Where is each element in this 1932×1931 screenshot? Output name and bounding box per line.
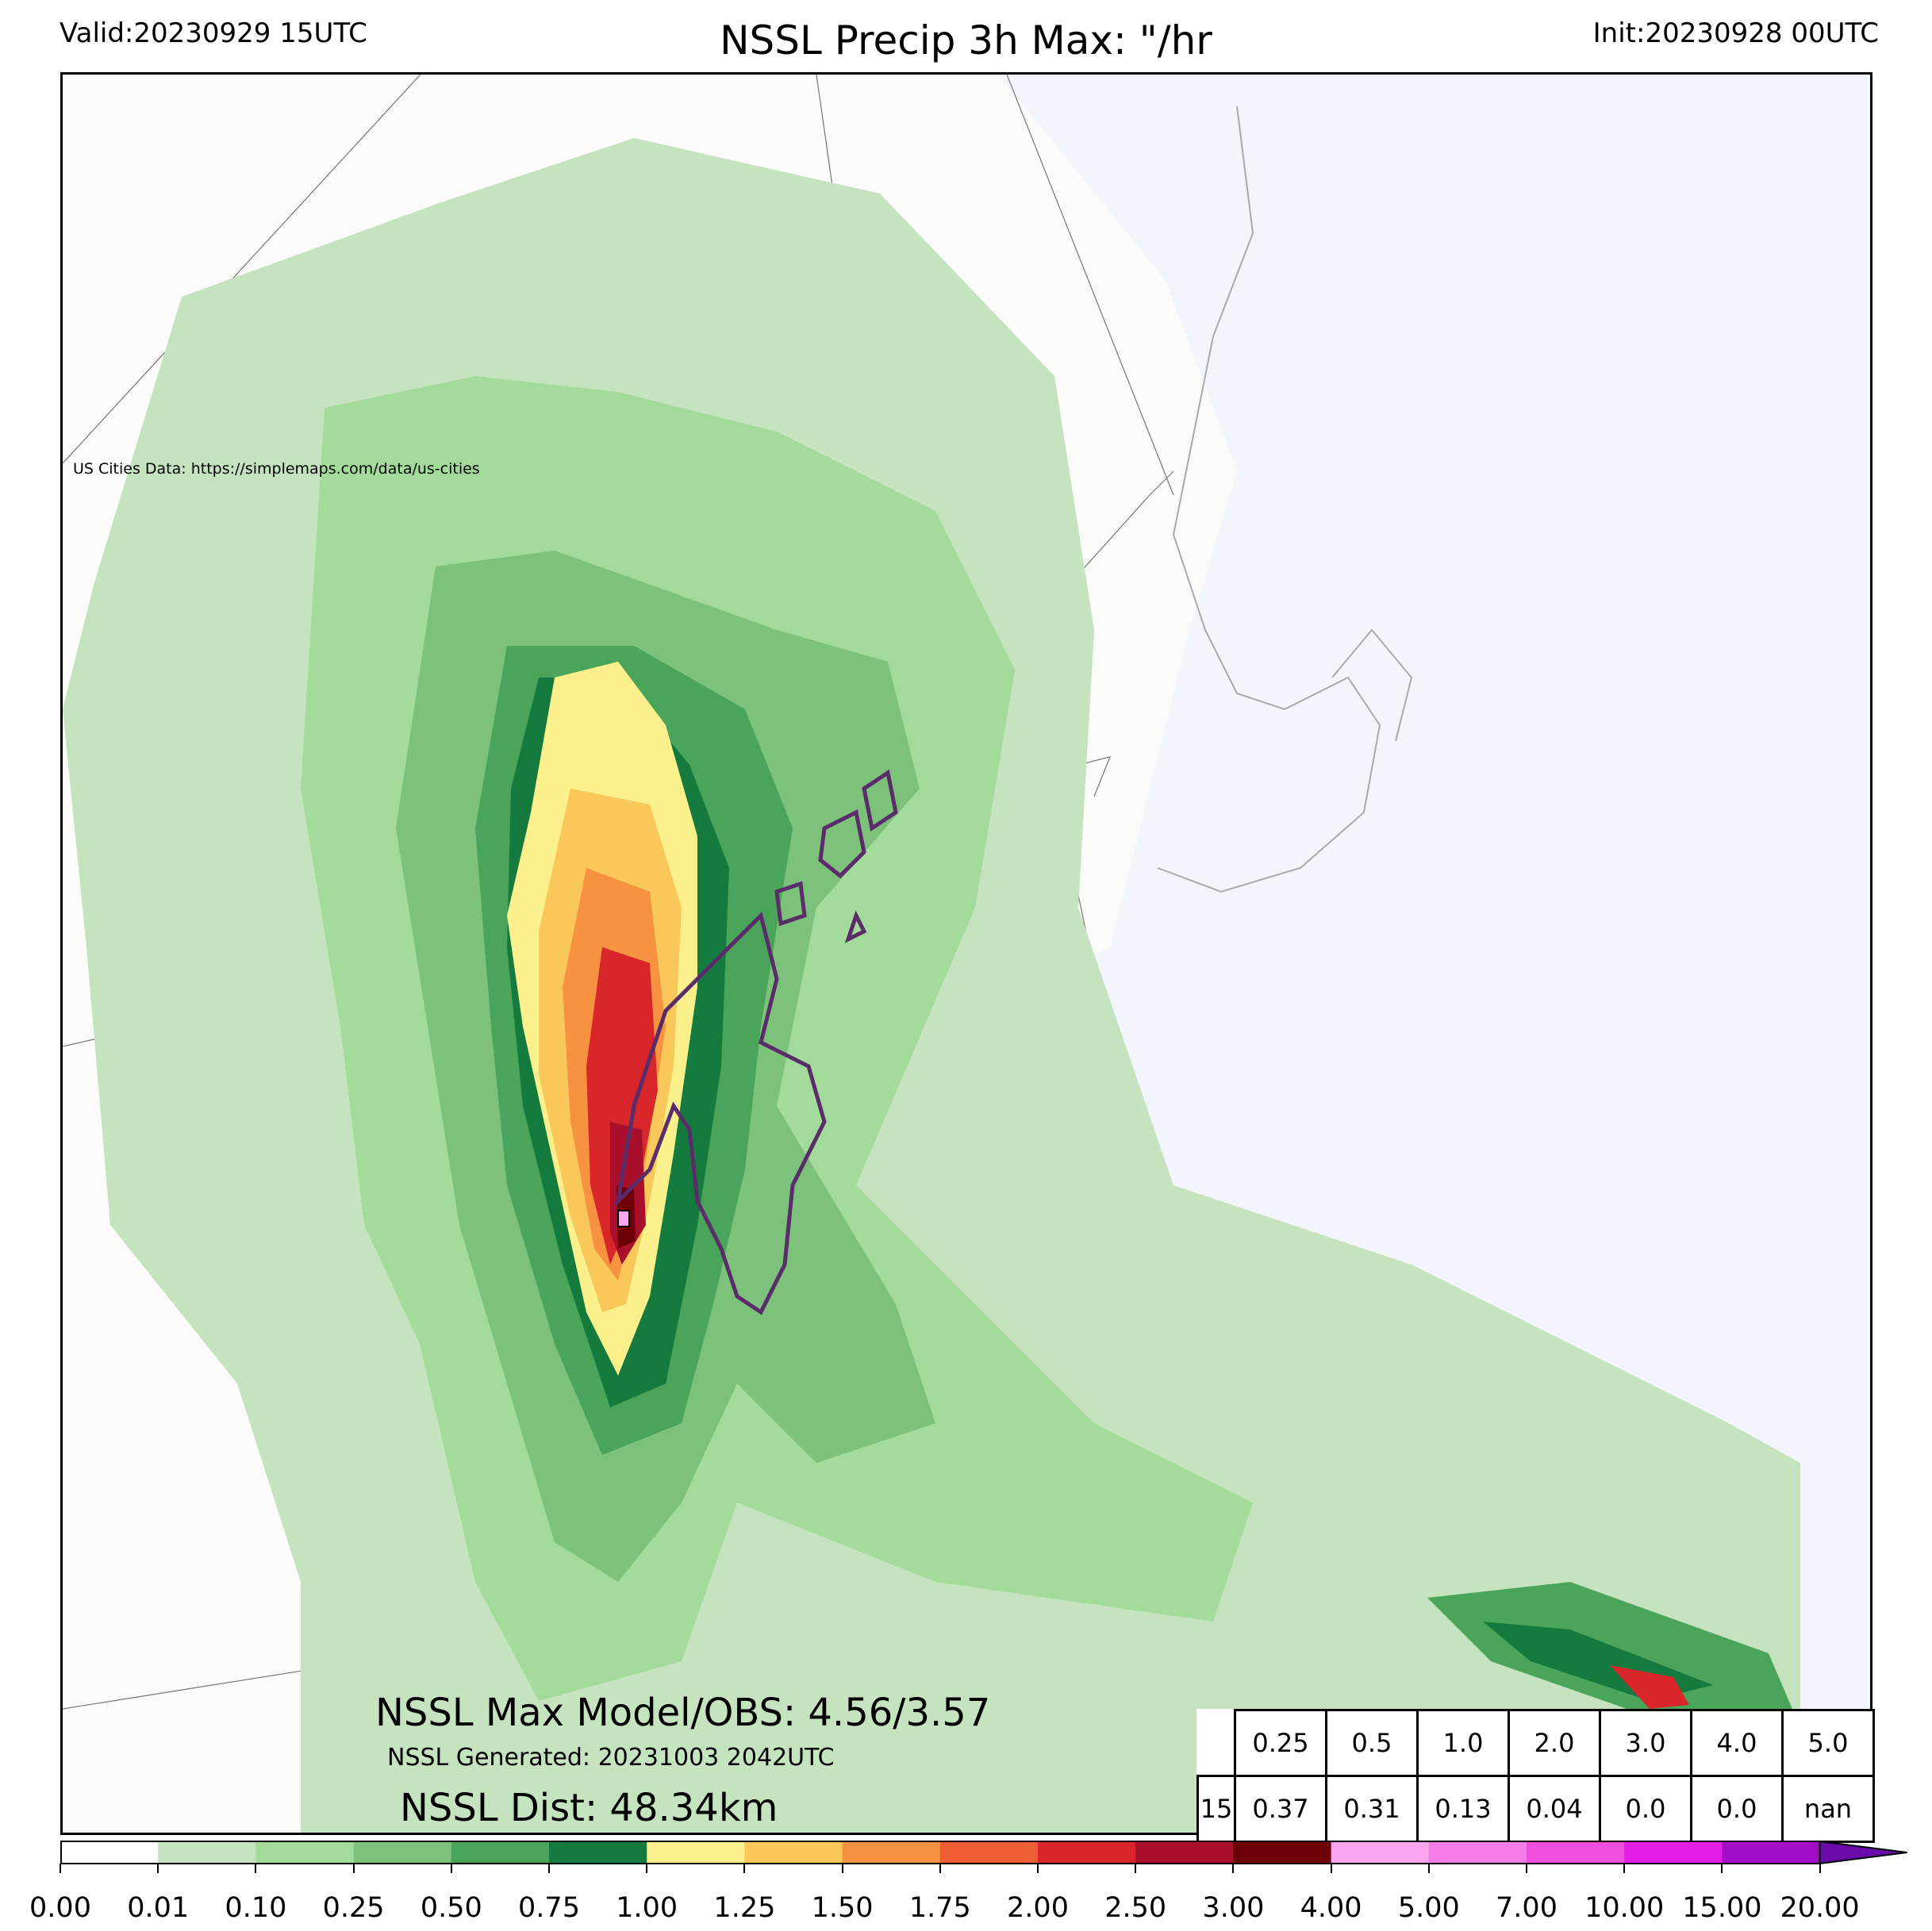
colorbar-extend-arrow: [1819, 1840, 1907, 1865]
colorbar-tick-mark: [1330, 1864, 1332, 1873]
colorbar-segment: [353, 1841, 452, 1864]
threshold-header: 2.0: [1508, 1709, 1601, 1777]
colorbar-tick-mark: [1526, 1864, 1527, 1873]
colorbar-segment: [1722, 1841, 1821, 1864]
colorbar-tick-label: 7.00: [1496, 1892, 1558, 1924]
row-label: 15: [1196, 1775, 1236, 1843]
colorbar-tick-mark: [1623, 1864, 1626, 1873]
colorbar-tick-mark: [1721, 1864, 1723, 1873]
colorbar-segment: [1428, 1841, 1527, 1864]
colorbar-tick-label: 0.01: [127, 1892, 190, 1924]
colorbar-tick-label: 5.00: [1397, 1892, 1460, 1924]
threshold-header: 5.0: [1781, 1709, 1875, 1777]
colorbar-segment: [158, 1841, 256, 1864]
colorbar-tick-label: 2.00: [1007, 1892, 1069, 1924]
colorbar-tick-mark: [939, 1864, 941, 1873]
precip-field: [63, 138, 1800, 1833]
threshold-value: 0.37: [1234, 1775, 1327, 1843]
map-canvas: [63, 75, 1870, 1833]
threshold-value: 0.0: [1599, 1775, 1692, 1843]
threshold-value: 0.13: [1416, 1775, 1510, 1843]
colorbar-tick-mark: [1819, 1864, 1821, 1873]
colorbar-tick-mark: [1427, 1864, 1430, 1873]
colorbar-segment: [842, 1841, 941, 1864]
colorbar-segment: [647, 1841, 745, 1864]
colorbar-tick-label: 3.00: [1202, 1892, 1265, 1924]
init-time: Init:20230928 00UTC: [1592, 17, 1879, 49]
colorbar-tick-mark: [255, 1864, 257, 1873]
colorbar-segment: [255, 1841, 355, 1864]
colorbar-tick-label: 0.10: [225, 1892, 287, 1924]
colorbar-tick-mark: [1037, 1864, 1039, 1873]
threshold-value: 0.04: [1508, 1775, 1601, 1843]
valid-time: Valid:20230929 15UTC: [60, 17, 367, 49]
threshold-header: 0.5: [1325, 1709, 1419, 1777]
colorbar-tick-mark: [1232, 1864, 1235, 1873]
colorbar-tick-mark: [1135, 1864, 1137, 1873]
colorbar-segment: [1331, 1841, 1430, 1864]
colorbar-tick-mark: [548, 1864, 550, 1873]
colorbar-tick-mark: [60, 1864, 61, 1873]
colorbar-tick-label: 1.25: [713, 1892, 776, 1924]
threshold-header-row: 0.25 0.5 1.0 2.0 3.0 4.0 5.0: [1198, 1709, 1875, 1777]
threshold-table: 0.25 0.5 1.0 2.0 3.0 4.0 5.0 15 0.37 0.3…: [1196, 1709, 1875, 1843]
colorbar-segment: [60, 1841, 159, 1864]
colorbar-segment: [1135, 1841, 1234, 1864]
colorbar-tick-label: 1.50: [811, 1892, 874, 1924]
colorbar-segment: [1233, 1841, 1332, 1864]
colorbar-tick-label: 20.00: [1780, 1892, 1860, 1924]
colorbar-segment: [1624, 1841, 1723, 1864]
colorbar-segment: [451, 1841, 550, 1864]
colorbar-tick-label: 0.50: [420, 1892, 482, 1924]
colorbar-tick-label: 0.75: [518, 1892, 580, 1924]
colorbar-tick-label: 0.00: [29, 1892, 91, 1924]
threshold-value: 0.0: [1690, 1775, 1784, 1843]
threshold-value: nan: [1781, 1775, 1875, 1843]
colorbar-segment: [549, 1841, 647, 1864]
colorbar-tick-mark: [646, 1864, 648, 1873]
precip-map: [60, 72, 1872, 1835]
colorbar: [60, 1840, 1907, 1865]
colorbar-tick-label: 0.25: [322, 1892, 385, 1924]
colorbar-segment: [1038, 1841, 1136, 1864]
threshold-header: 3.0: [1599, 1709, 1692, 1777]
colorbar-tick-label: 4.00: [1300, 1892, 1362, 1924]
colorbar-tick-label: 10.00: [1584, 1892, 1665, 1924]
colorbar-tick-mark: [841, 1864, 843, 1873]
threshold-value: 0.31: [1325, 1775, 1419, 1843]
threshold-value-row: 15 0.37 0.31 0.13 0.04 0.0 0.0 nan: [1196, 1775, 1875, 1843]
threshold-header: 0.25: [1234, 1709, 1327, 1777]
colorbar-tick-label: 1.00: [616, 1892, 678, 1924]
colorbar-tick-mark: [450, 1864, 452, 1873]
threshold-header: 4.0: [1690, 1709, 1784, 1777]
colorbar-tick-mark: [352, 1864, 355, 1873]
colorbar-segment: [744, 1841, 843, 1864]
colorbar-tick-label: 15.00: [1682, 1892, 1762, 1924]
coastline: [1157, 106, 1413, 893]
nssl-dist: NSSL Dist: 48.34km: [400, 1786, 778, 1830]
colorbar-segment: [1527, 1841, 1625, 1864]
map-title: NSSL Precip 3h Max: "/hr: [720, 17, 1212, 63]
colorbar-tick-label: 2.50: [1104, 1892, 1167, 1924]
max-model-obs: NSSL Max Model/OBS: 4.56/3.57: [375, 1691, 991, 1735]
generated-time: NSSL Generated: 20231003 2042UTC: [387, 1744, 835, 1772]
colorbar-tick-mark: [743, 1864, 746, 1873]
threshold-header: 1.0: [1416, 1709, 1510, 1777]
colorbar-tick-label: 1.75: [908, 1892, 971, 1924]
observed-contour: [615, 769, 898, 1315]
colorbar-tick-mark: [157, 1864, 159, 1873]
cities-data-credit: US Cities Data: https://simplemaps.com/d…: [73, 460, 480, 478]
colorbar-segment: [939, 1841, 1039, 1864]
